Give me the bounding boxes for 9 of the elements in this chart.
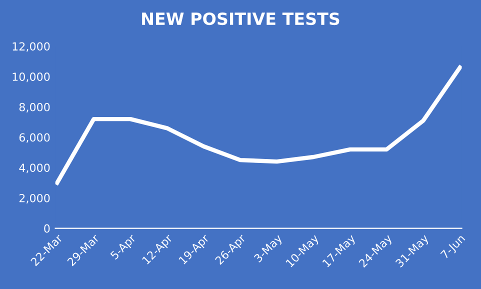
line-series bbox=[55, 65, 462, 185]
y-tick-label: 10,000 bbox=[12, 72, 50, 82]
y-tick-label: 4,000 bbox=[19, 164, 50, 174]
chart-title: NEW POSITIVE TESTS bbox=[142, 12, 340, 26]
y-tick-label: 2,000 bbox=[19, 194, 50, 204]
y-tick-label: 8,000 bbox=[19, 102, 50, 112]
y-tick-label: 0 bbox=[44, 224, 50, 233]
y-tick-label: 6,000 bbox=[19, 133, 50, 143]
y-tick-label: 12,000 bbox=[12, 42, 50, 52]
